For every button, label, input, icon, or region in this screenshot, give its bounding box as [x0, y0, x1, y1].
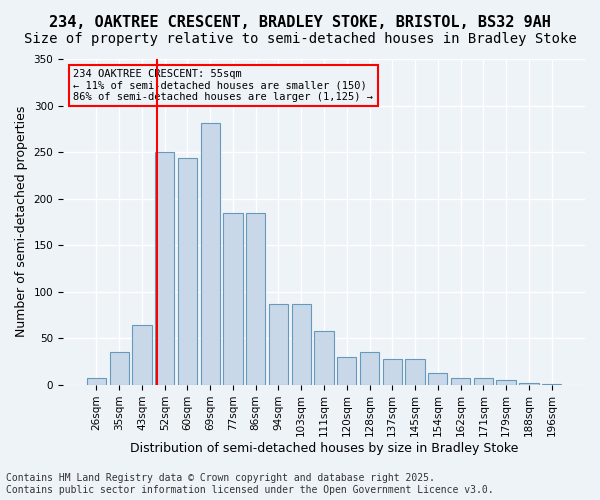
Bar	[269, 304, 288, 384]
Text: 234, OAKTREE CRESCENT, BRADLEY STOKE, BRISTOL, BS32 9AH: 234, OAKTREE CRESCENT, BRADLEY STOKE, BR…	[49, 15, 551, 30]
Bar	[383, 360, 402, 384]
Bar	[428, 372, 448, 384]
Bar	[110, 352, 129, 384]
Text: Size of property relative to semi-detached houses in Bradley Stoke: Size of property relative to semi-detach…	[23, 32, 577, 46]
Bar	[360, 352, 379, 384]
Bar	[223, 214, 242, 384]
Bar	[451, 378, 470, 384]
Bar	[155, 152, 175, 384]
Bar	[314, 330, 334, 384]
Bar	[519, 382, 539, 384]
Bar	[200, 123, 220, 384]
Bar	[132, 325, 152, 384]
Text: Contains HM Land Registry data © Crown copyright and database right 2025.
Contai: Contains HM Land Registry data © Crown c…	[6, 474, 494, 495]
Bar	[337, 356, 356, 384]
Bar	[406, 360, 425, 384]
Text: 234 OAKTREE CRESCENT: 55sqm
← 11% of semi-detached houses are smaller (150)
86% : 234 OAKTREE CRESCENT: 55sqm ← 11% of sem…	[73, 69, 373, 102]
Bar	[473, 378, 493, 384]
Bar	[178, 158, 197, 384]
Bar	[292, 304, 311, 384]
Bar	[496, 380, 516, 384]
X-axis label: Distribution of semi-detached houses by size in Bradley Stoke: Distribution of semi-detached houses by …	[130, 442, 518, 455]
Y-axis label: Number of semi-detached properties: Number of semi-detached properties	[15, 106, 28, 338]
Bar	[87, 378, 106, 384]
Bar	[246, 214, 265, 384]
